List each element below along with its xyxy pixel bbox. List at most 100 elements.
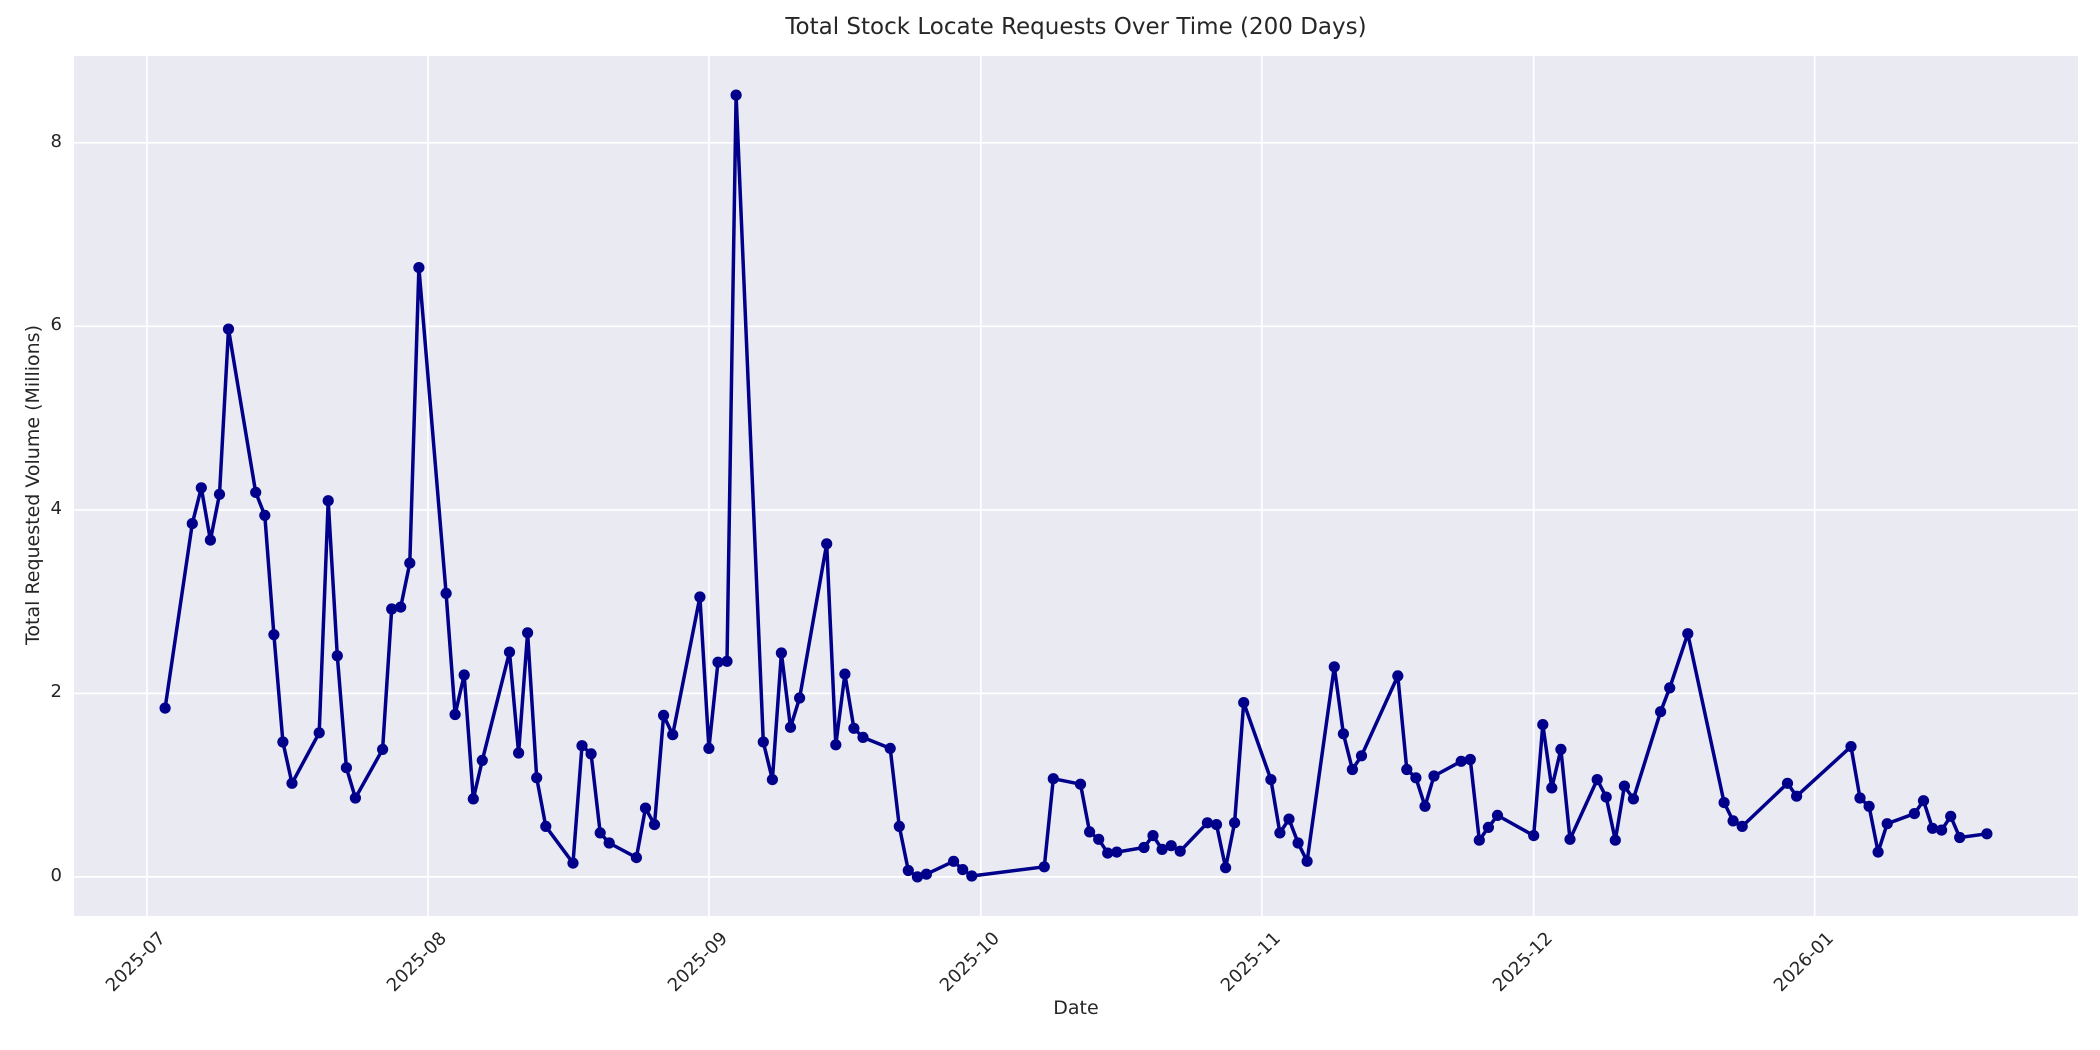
data-point-marker (1546, 782, 1558, 794)
data-point-marker (576, 740, 588, 752)
data-point-marker (1609, 834, 1621, 846)
data-point-marker (1473, 834, 1485, 846)
data-point-marker (250, 486, 262, 498)
data-point-marker (1084, 826, 1096, 838)
data-point-marker (766, 774, 779, 786)
data-point-marker (658, 709, 670, 722)
data-point-marker (377, 743, 389, 756)
data-point-marker (694, 591, 706, 603)
data-point-marker (1863, 800, 1875, 812)
data-point-marker (648, 819, 661, 831)
data-point-marker (1981, 828, 1993, 840)
data-point-marker (213, 488, 226, 500)
data-point-marker (159, 702, 171, 714)
data-point-marker (1328, 661, 1340, 673)
y-tick-label: 0 (50, 864, 62, 886)
data-point-marker (1401, 763, 1413, 776)
data-point-marker (1600, 791, 1612, 803)
data-point-marker (1147, 830, 1159, 842)
data-point-marker (630, 852, 643, 864)
plot-area (74, 56, 2078, 916)
data-point-marker (1410, 772, 1422, 784)
data-point-marker (603, 837, 615, 849)
data-point-marker (1664, 682, 1676, 694)
y-tick-label: 8 (50, 130, 62, 152)
data-point-marker (1428, 770, 1440, 782)
data-point-marker (1174, 845, 1186, 857)
data-point-marker (1791, 790, 1803, 802)
x-axis-label: Date (1053, 997, 1099, 1019)
data-point-marker (757, 736, 769, 748)
data-point-marker (395, 601, 407, 613)
data-point-marker (476, 754, 488, 767)
data-point-marker (1102, 847, 1114, 859)
data-point-marker (1455, 755, 1467, 767)
data-point-marker (893, 820, 905, 833)
data-point-marker (585, 748, 597, 760)
data-point-marker (567, 857, 579, 869)
data-point-marker (594, 827, 606, 839)
data-point-marker (948, 855, 960, 867)
data-point-marker (1464, 753, 1476, 766)
data-point-marker (204, 534, 216, 546)
data-point-marker (1419, 800, 1431, 812)
data-point-marker (712, 656, 724, 668)
data-point-marker (1591, 774, 1603, 786)
data-point-marker (186, 518, 198, 530)
data-point-marker (1627, 793, 1639, 805)
data-point-marker (404, 557, 416, 569)
data-point-marker (449, 708, 461, 721)
data-point-marker (1564, 833, 1576, 845)
data-point-marker (1845, 741, 1857, 753)
data-point-marker (1138, 841, 1150, 854)
data-point-marker (313, 727, 325, 739)
data-point-marker (386, 603, 398, 615)
data-point-marker (1265, 774, 1277, 786)
y-tick-label: 6 (50, 314, 62, 336)
data-point-marker (1872, 846, 1884, 858)
data-point-marker (1220, 862, 1232, 874)
data-point-marker (703, 742, 715, 755)
data-point-marker (413, 262, 425, 274)
data-point-marker (531, 772, 543, 784)
data-point-marker (1682, 628, 1694, 640)
data-point-marker (1201, 817, 1213, 829)
data-point-marker (1210, 819, 1223, 831)
data-point-marker (1908, 808, 1920, 820)
data-point-marker (784, 721, 797, 733)
data-point-marker (1491, 809, 1504, 822)
data-point-marker (902, 864, 914, 877)
data-point-marker (1156, 843, 1168, 856)
data-point-marker (458, 669, 470, 681)
data-point-marker (1917, 795, 1930, 807)
data-point-marker (1292, 837, 1304, 849)
data-point-marker (920, 868, 933, 880)
data-point-marker (1392, 670, 1404, 682)
data-point-marker (1111, 846, 1123, 858)
data-point-marker (222, 323, 235, 335)
data-point-marker (848, 722, 860, 734)
data-point-marker (268, 629, 280, 641)
data-point-marker (195, 482, 207, 494)
data-point-marker (1047, 773, 1059, 785)
data-point-marker (322, 495, 334, 507)
data-point-marker (1854, 792, 1866, 804)
data-point-marker (1945, 810, 1957, 822)
data-point-marker (775, 647, 788, 659)
data-point-marker (911, 871, 924, 883)
data-point-marker (259, 509, 271, 521)
data-point-marker (286, 777, 298, 789)
data-point-marker (1038, 861, 1050, 873)
data-point-marker (522, 627, 534, 639)
data-point-marker (1229, 817, 1241, 829)
y-axis-label: Total Requested Volume (Millions) (22, 325, 44, 645)
y-tick-label: 2 (50, 681, 62, 703)
data-point-marker (957, 864, 969, 876)
data-point-marker (1283, 813, 1295, 825)
data-point-marker (794, 692, 806, 704)
data-point-marker (1727, 815, 1739, 827)
data-point-marker (1618, 780, 1630, 792)
data-point-marker (1301, 855, 1313, 867)
